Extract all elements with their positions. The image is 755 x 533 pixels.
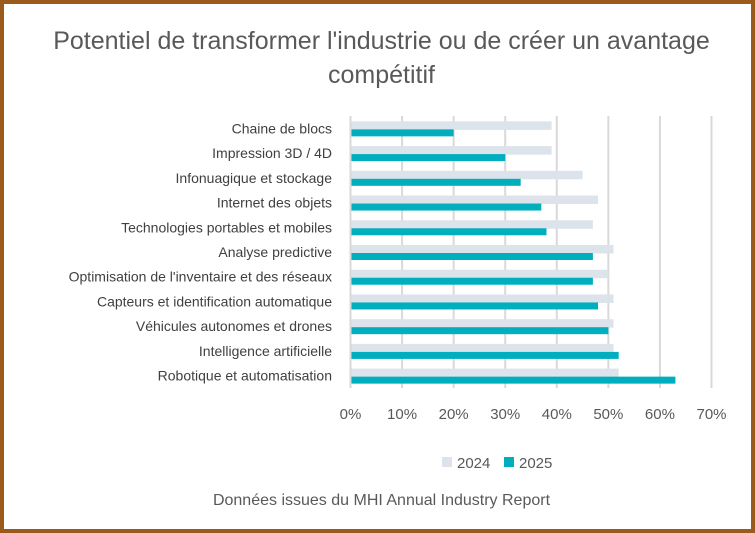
bar-2024: [351, 195, 599, 205]
bar-2025: [351, 302, 599, 310]
bar-2025: [351, 228, 547, 236]
x-tick-label: 40%: [542, 406, 572, 423]
x-tick-label: 10%: [387, 406, 417, 423]
x-tick-label: 0%: [340, 406, 362, 423]
bar-2024: [351, 269, 609, 279]
bar-2024: [351, 343, 614, 353]
legend-swatch-2024: [442, 457, 452, 467]
category-label: Internet des objets: [217, 195, 332, 211]
legend-label: 2024: [457, 455, 490, 472]
bar-2024: [351, 245, 614, 254]
legend-swatch-2025: [504, 457, 514, 467]
bar-2024: [351, 220, 593, 229]
bar-2024: [351, 170, 583, 180]
category-label: Intelligence artificielle: [199, 343, 332, 359]
bar-2024: [351, 319, 614, 328]
bar-2025: [351, 351, 619, 359]
category-label: Analyse predictive: [218, 244, 332, 260]
chart-title: Potentiel de transformer l'industrie ou …: [53, 27, 710, 89]
category-label: Impression 3D / 4D: [212, 145, 332, 161]
bar-2025: [351, 154, 506, 162]
bar-2025: [351, 203, 542, 211]
x-tick-label: 20%: [439, 406, 469, 423]
bar-2025: [351, 178, 521, 186]
category-label: Véhicules autonomes et drones: [136, 318, 332, 334]
bar-2024: [351, 121, 552, 130]
bar-2025: [351, 277, 593, 285]
legend-label: 2025: [519, 455, 552, 472]
chart-footnote: Données issues du MHI Annual Industry Re…: [212, 492, 551, 509]
category-label: Robotique et automatisation: [158, 368, 332, 384]
category-label: Capteurs et identification automatique: [97, 293, 332, 309]
x-tick-label: 50%: [593, 406, 623, 423]
x-tick-label: 60%: [645, 406, 675, 423]
bar-2024: [351, 368, 619, 378]
bar-2025: [351, 376, 676, 384]
category-label: Infonuagique et stockage: [176, 170, 333, 186]
bar-2024: [351, 146, 552, 155]
bar-2025: [351, 327, 609, 335]
category-label: Chaine de blocs: [232, 120, 332, 136]
category-label: Technologies portables et mobiles: [121, 219, 332, 235]
x-tick-label: 30%: [490, 406, 520, 423]
bar-2025: [351, 253, 593, 260]
bar-2025: [351, 129, 454, 137]
bar-2024: [351, 294, 614, 303]
category-label: Optimisation de l'inventaire et des rése…: [69, 269, 332, 285]
x-tick-label: 70%: [696, 406, 726, 423]
